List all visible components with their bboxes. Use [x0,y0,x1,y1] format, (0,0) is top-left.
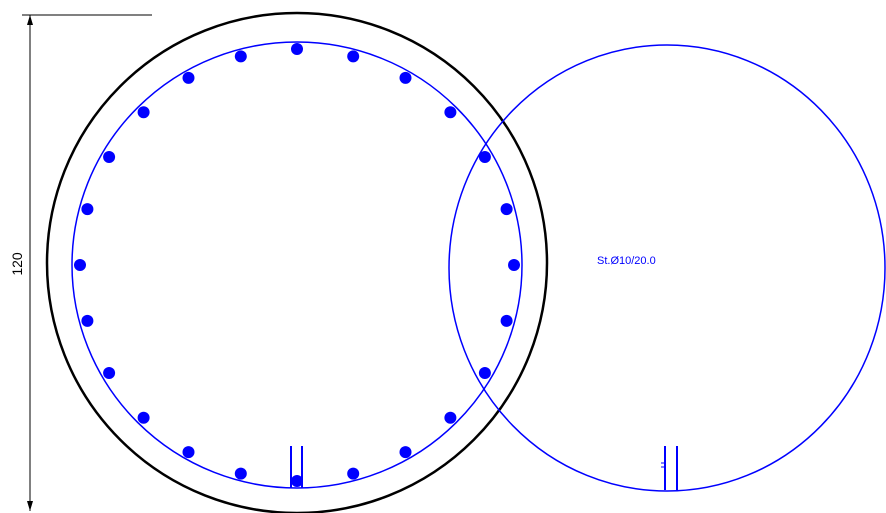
rebar-dot [291,43,303,55]
dimension-arrow-top [27,15,33,25]
rebar-dot [103,367,116,379]
rebar-dot [182,446,195,459]
rebar-dot [74,259,86,271]
rebar-dot [347,50,360,63]
dimension-arrow-bottom [27,501,33,511]
rebar-dot [234,467,247,480]
rebar-dot [444,106,457,119]
rebar-dot [399,446,412,459]
rebar-dot [234,50,247,63]
stirrup-detail-overlap-mark [661,446,678,490]
rebar-dot [81,314,94,327]
spiral-reinforcement-ring [71,41,523,489]
rebar-dot [444,411,457,424]
dimension-label: 120 [9,252,25,276]
stirrup-detail-circle [448,44,886,492]
rebar-dot [500,314,513,327]
concrete-outline [45,11,549,513]
rebar-dot [399,71,412,84]
rebar-dot [347,467,360,480]
rebar-dot [291,475,303,487]
rebar-dot [500,203,513,216]
rebar-dot [478,367,491,379]
rebar-dot [137,106,150,119]
rebar-dot [137,411,150,424]
longitudinal-bars [74,43,520,487]
dimension-group: 120 [9,14,152,511]
stirrup-label: St.Ø10/20.0 [597,255,656,267]
rebar-dot [182,71,195,84]
rebar-dot [508,259,520,271]
rebar-dot [81,203,94,216]
rebar-dot [103,151,116,163]
rebar-dot [478,151,491,163]
